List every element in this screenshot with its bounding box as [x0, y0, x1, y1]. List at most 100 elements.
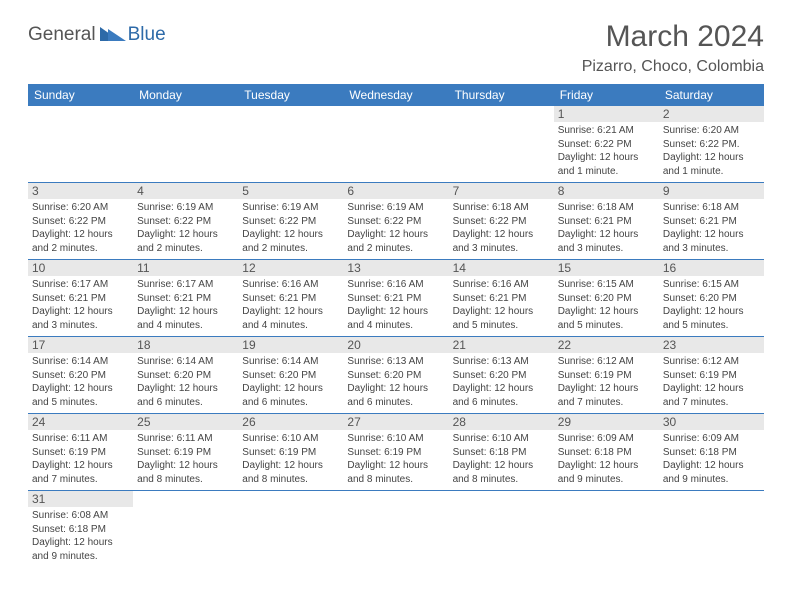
calendar-cell: 11Sunrise: 6:17 AMSunset: 6:21 PMDayligh… — [133, 260, 238, 337]
day-info: Sunrise: 6:20 AMSunset: 6:22 PMDaylight:… — [28, 199, 133, 259]
calendar-cell: 8Sunrise: 6:18 AMSunset: 6:21 PMDaylight… — [554, 183, 659, 260]
calendar-cell: 6Sunrise: 6:19 AMSunset: 6:22 PMDaylight… — [343, 183, 448, 260]
calendar-cell: 12Sunrise: 6:16 AMSunset: 6:21 PMDayligh… — [238, 260, 343, 337]
day-info: Sunrise: 6:15 AMSunset: 6:20 PMDaylight:… — [659, 276, 764, 336]
calendar-cell — [238, 106, 343, 183]
day-number: 19 — [238, 337, 343, 353]
calendar-cell — [133, 106, 238, 183]
calendar-body: 1Sunrise: 6:21 AMSunset: 6:22 PMDaylight… — [28, 106, 764, 567]
calendar-cell: 19Sunrise: 6:14 AMSunset: 6:20 PMDayligh… — [238, 337, 343, 414]
day-info: Sunrise: 6:17 AMSunset: 6:21 PMDaylight:… — [28, 276, 133, 336]
calendar-cell: 27Sunrise: 6:10 AMSunset: 6:19 PMDayligh… — [343, 414, 448, 491]
day-info: Sunrise: 6:16 AMSunset: 6:21 PMDaylight:… — [343, 276, 448, 336]
calendar-cell: 25Sunrise: 6:11 AMSunset: 6:19 PMDayligh… — [133, 414, 238, 491]
day-header: Saturday — [659, 84, 764, 106]
day-number: 17 — [28, 337, 133, 353]
logo-text-general: General — [28, 24, 96, 46]
day-header: Thursday — [449, 84, 554, 106]
day-number: 8 — [554, 183, 659, 199]
logo-triangle-icon — [100, 25, 126, 46]
day-number: 5 — [238, 183, 343, 199]
day-number: 7 — [449, 183, 554, 199]
day-info: Sunrise: 6:08 AMSunset: 6:18 PMDaylight:… — [28, 507, 133, 567]
day-number: 28 — [449, 414, 554, 430]
day-info: Sunrise: 6:17 AMSunset: 6:21 PMDaylight:… — [133, 276, 238, 336]
day-number: 12 — [238, 260, 343, 276]
day-number: 15 — [554, 260, 659, 276]
calendar-cell — [659, 491, 764, 568]
day-number: 6 — [343, 183, 448, 199]
day-number: 22 — [554, 337, 659, 353]
day-info: Sunrise: 6:18 AMSunset: 6:21 PMDaylight:… — [554, 199, 659, 259]
calendar-cell — [28, 106, 133, 183]
logo: General Blue — [28, 20, 166, 46]
calendar-cell: 1Sunrise: 6:21 AMSunset: 6:22 PMDaylight… — [554, 106, 659, 183]
day-info: Sunrise: 6:12 AMSunset: 6:19 PMDaylight:… — [659, 353, 764, 413]
day-number: 20 — [343, 337, 448, 353]
calendar-cell: 31Sunrise: 6:08 AMSunset: 6:18 PMDayligh… — [28, 491, 133, 568]
day-number: 21 — [449, 337, 554, 353]
calendar-cell — [133, 491, 238, 568]
day-number: 18 — [133, 337, 238, 353]
calendar-row: 10Sunrise: 6:17 AMSunset: 6:21 PMDayligh… — [28, 260, 764, 337]
day-info: Sunrise: 6:13 AMSunset: 6:20 PMDaylight:… — [449, 353, 554, 413]
calendar-cell: 21Sunrise: 6:13 AMSunset: 6:20 PMDayligh… — [449, 337, 554, 414]
day-info: Sunrise: 6:18 AMSunset: 6:21 PMDaylight:… — [659, 199, 764, 259]
calendar-cell: 29Sunrise: 6:09 AMSunset: 6:18 PMDayligh… — [554, 414, 659, 491]
day-number: 31 — [28, 491, 133, 507]
day-number: 3 — [28, 183, 133, 199]
day-number: 25 — [133, 414, 238, 430]
day-info: Sunrise: 6:15 AMSunset: 6:20 PMDaylight:… — [554, 276, 659, 336]
day-info: Sunrise: 6:09 AMSunset: 6:18 PMDaylight:… — [659, 430, 764, 490]
calendar-cell: 18Sunrise: 6:14 AMSunset: 6:20 PMDayligh… — [133, 337, 238, 414]
day-number: 11 — [133, 260, 238, 276]
calendar-cell: 7Sunrise: 6:18 AMSunset: 6:22 PMDaylight… — [449, 183, 554, 260]
calendar-cell — [343, 491, 448, 568]
day-info: Sunrise: 6:19 AMSunset: 6:22 PMDaylight:… — [238, 199, 343, 259]
day-info: Sunrise: 6:16 AMSunset: 6:21 PMDaylight:… — [238, 276, 343, 336]
calendar-cell: 5Sunrise: 6:19 AMSunset: 6:22 PMDaylight… — [238, 183, 343, 260]
calendar-cell: 13Sunrise: 6:16 AMSunset: 6:21 PMDayligh… — [343, 260, 448, 337]
day-info: Sunrise: 6:11 AMSunset: 6:19 PMDaylight:… — [28, 430, 133, 490]
day-number: 24 — [28, 414, 133, 430]
calendar-table: Sunday Monday Tuesday Wednesday Thursday… — [28, 84, 764, 567]
day-number: 26 — [238, 414, 343, 430]
day-info: Sunrise: 6:09 AMSunset: 6:18 PMDaylight:… — [554, 430, 659, 490]
calendar-row: 17 Sunrise: 6:14 AMSunset: 6:20 PMDayligh… — [28, 337, 764, 414]
calendar-cell: 16Sunrise: 6:15 AMSunset: 6:20 PMDayligh… — [659, 260, 764, 337]
calendar-cell: 10Sunrise: 6:17 AMSunset: 6:21 PMDayligh… — [28, 260, 133, 337]
day-number: 10 — [28, 260, 133, 276]
day-header: Tuesday — [238, 84, 343, 106]
day-number: 2 — [659, 106, 764, 122]
day-number: 14 — [449, 260, 554, 276]
day-number: 16 — [659, 260, 764, 276]
day-info: Sunrise: 6:10 AMSunset: 6:19 PMDaylight:… — [343, 430, 448, 490]
title-block: March 2024 Pizarro, Choco, Colombia — [582, 20, 764, 76]
day-number: 4 — [133, 183, 238, 199]
day-number: 29 — [554, 414, 659, 430]
day-info: Sunrise: 6:19 AMSunset: 6:22 PMDaylight:… — [133, 199, 238, 259]
day-number: 30 — [659, 414, 764, 430]
day-header: Sunday — [28, 84, 133, 106]
calendar-cell: 14Sunrise: 6:16 AMSunset: 6:21 PMDayligh… — [449, 260, 554, 337]
day-info: Sunrise: 6:20 AMSunset: 6:22 PM.Daylight… — [659, 122, 764, 182]
calendar-cell: 26Sunrise: 6:10 AMSunset: 6:19 PMDayligh… — [238, 414, 343, 491]
calendar-cell — [343, 106, 448, 183]
calendar-cell: 15Sunrise: 6:15 AMSunset: 6:20 PMDayligh… — [554, 260, 659, 337]
calendar-cell: 4Sunrise: 6:19 AMSunset: 6:22 PMDaylight… — [133, 183, 238, 260]
day-header: Wednesday — [343, 84, 448, 106]
day-info: Sunrise: 6:21 AMSunset: 6:22 PMDaylight:… — [554, 122, 659, 182]
day-info: Sunrise: 6:16 AMSunset: 6:21 PMDaylight:… — [449, 276, 554, 336]
calendar-cell: 3Sunrise: 6:20 AMSunset: 6:22 PMDaylight… — [28, 183, 133, 260]
calendar-cell: 22Sunrise: 6:12 AMSunset: 6:19 PMDayligh… — [554, 337, 659, 414]
calendar-cell: 28Sunrise: 6:10 AMSunset: 6:18 PMDayligh… — [449, 414, 554, 491]
day-header: Friday — [554, 84, 659, 106]
calendar-row: 3Sunrise: 6:20 AMSunset: 6:22 PMDaylight… — [28, 183, 764, 260]
day-info: Sunrise: 6:14 AMSunset: 6:20 PMDaylight:… — [238, 353, 343, 413]
day-number: 1 — [554, 106, 659, 122]
logo-text-blue: Blue — [128, 24, 166, 46]
calendar-cell: 20Sunrise: 6:13 AMSunset: 6:20 PMDayligh… — [343, 337, 448, 414]
day-number: 23 — [659, 337, 764, 353]
calendar-cell — [449, 491, 554, 568]
header: General Blue March 2024 Pizarro, Choco, … — [28, 20, 764, 76]
